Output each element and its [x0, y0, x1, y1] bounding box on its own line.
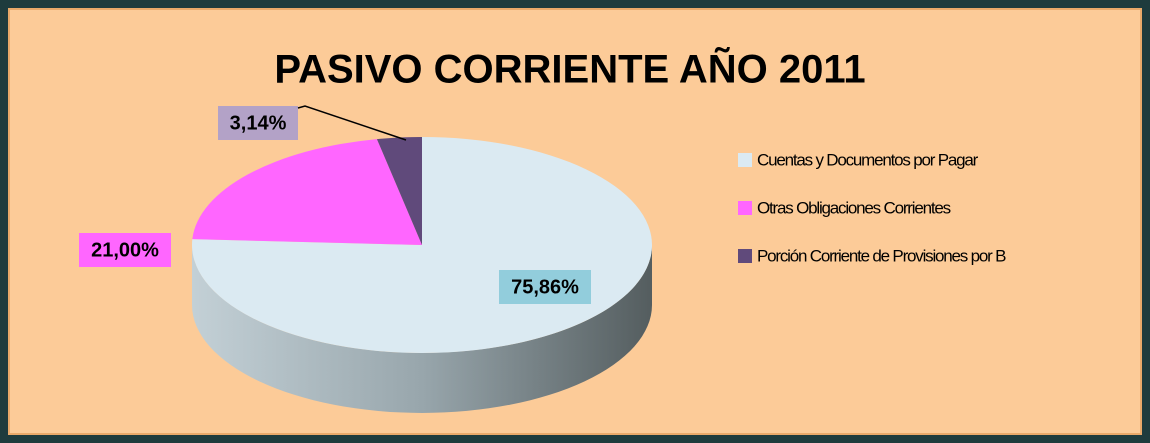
data-labels: 75,86% 21,00% 3,14%: [79, 105, 591, 304]
slice-side: [192, 245, 652, 413]
chart-title: PASIVO CORRIENTE AÑO 2011: [274, 46, 865, 92]
legend: Cuentas y Documentos por Pagar Otras Obli…: [738, 150, 1007, 265]
slice: [192, 139, 422, 245]
data-label: 21,00%: [91, 239, 159, 261]
legend-swatch: [738, 249, 752, 263]
label-box: [218, 106, 298, 140]
data-label: 3,14%: [230, 112, 287, 134]
label-box: [79, 233, 171, 267]
legend-swatch: [738, 201, 752, 215]
legend-label: Otras Obligaciones Corrientes: [757, 198, 951, 217]
legend-label: Cuentas y Documentos por Pagar: [757, 150, 979, 169]
label-box: [499, 270, 591, 304]
data-label: 75,86%: [511, 276, 579, 298]
leader-line: [297, 105, 407, 141]
legend-label: Porción Corriente de Provisiones por B: [757, 246, 1006, 265]
legend-swatch: [738, 153, 752, 167]
slice: [376, 137, 422, 245]
